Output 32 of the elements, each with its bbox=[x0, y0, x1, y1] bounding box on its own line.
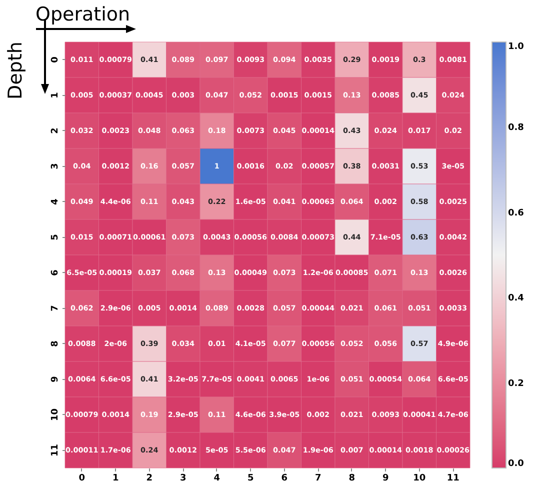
x-tick-label: 1 bbox=[112, 474, 119, 484]
x-tick-label: 9 bbox=[382, 474, 389, 484]
color-bar-label: 0.8 bbox=[508, 123, 524, 134]
x-tick-label: 8 bbox=[348, 474, 356, 484]
x-tick-label: 7 bbox=[314, 474, 322, 484]
color-bar-label: 1.0 bbox=[508, 42, 524, 52]
y-tick-label: 5 bbox=[50, 234, 60, 240]
x-tick-label: 3 bbox=[180, 474, 186, 484]
y-tick-label: 11 bbox=[50, 444, 60, 457]
y-tick-label: 7 bbox=[50, 305, 60, 312]
x-axis-title: Operation bbox=[36, 4, 130, 26]
y-tick-label: 1 bbox=[50, 92, 60, 98]
x-tick-label: 11 bbox=[446, 474, 460, 484]
y-tick-label: 4 bbox=[50, 198, 60, 205]
y-tick-label: 3 bbox=[50, 163, 60, 170]
y-axis-title: Depth bbox=[4, 42, 26, 100]
color-bar-label: 0.6 bbox=[508, 208, 524, 218]
x-tick-label: 5 bbox=[247, 474, 254, 484]
y-tick-label: 9 bbox=[50, 376, 60, 382]
y-tick-label: 0 bbox=[50, 56, 60, 63]
x-tick-label: 10 bbox=[413, 474, 426, 484]
y-tick-label: 8 bbox=[50, 340, 60, 347]
color-bar-label: 0.0 bbox=[508, 459, 524, 469]
x-tick-label: 4 bbox=[214, 474, 220, 484]
y-tick-label: 10 bbox=[50, 408, 60, 422]
color-bar-label: 0.2 bbox=[508, 378, 524, 389]
x-tick-label: 0 bbox=[78, 474, 86, 484]
x-tick-label: 6 bbox=[281, 474, 288, 484]
color-bar-label: 0.4 bbox=[508, 294, 524, 304]
y-tick-label: 2 bbox=[50, 128, 60, 134]
y-tick-label: 6 bbox=[50, 270, 60, 276]
x-tick-label: 2 bbox=[146, 474, 153, 484]
